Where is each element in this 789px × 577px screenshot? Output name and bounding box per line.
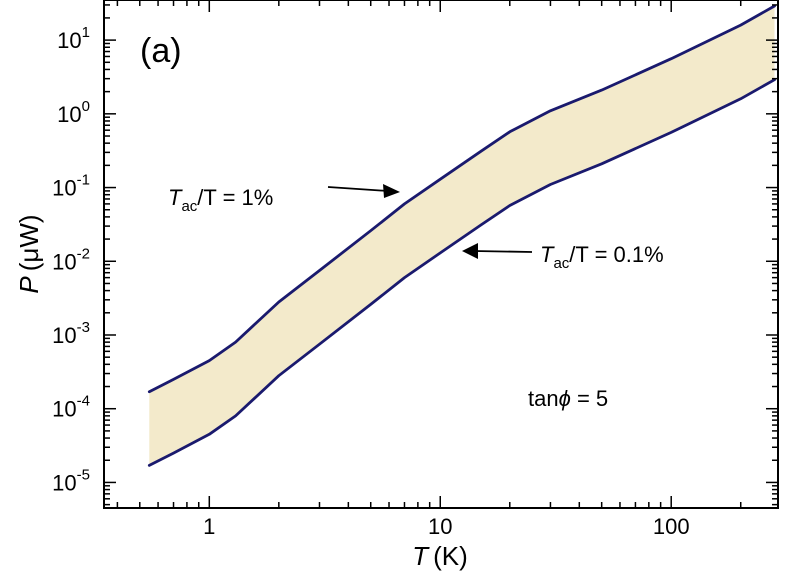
annotation-tan-phi: tanϕ = 5 xyxy=(528,386,608,411)
annotation-upper-sub: ac xyxy=(181,198,197,215)
y-tick-label: 10-1 xyxy=(52,172,90,201)
panel-label: (a) xyxy=(140,32,182,70)
annotation-upper-rest: /T = 1% xyxy=(197,185,273,210)
y-tick-label: 101 xyxy=(57,24,90,53)
band-fill-layer xyxy=(149,6,775,466)
x-tick-label: 100 xyxy=(653,514,690,539)
annotation-lower-rest: /T = 0.1% xyxy=(569,242,663,267)
y-tick-label: 10-4 xyxy=(52,393,90,422)
annotation-lower-curve: Tac/T = 0.1% xyxy=(540,242,664,272)
y-axis-unit: (μW) xyxy=(14,214,44,271)
annotation-tan-value: = 5 xyxy=(571,386,608,411)
x-axis-title: T (K) xyxy=(412,541,468,571)
y-tick-label: 10-2 xyxy=(52,245,90,274)
series-line-lower xyxy=(147,78,776,467)
x-tick-label: 10 xyxy=(428,514,452,539)
annotation-upper-main: T xyxy=(168,185,183,210)
annotation-phi-symbol: ϕ xyxy=(559,386,571,411)
x-tick-label: 1 xyxy=(203,514,215,539)
y-tick-label: 10-5 xyxy=(52,466,90,495)
y-axis-variable: P xyxy=(14,276,44,294)
arrow-to-upper-curve xyxy=(327,184,400,198)
y-tick-label: 10-3 xyxy=(52,319,90,348)
y-axis-title: P (μW) xyxy=(14,214,44,293)
y-tick-label: 100 xyxy=(57,98,90,127)
band-fill xyxy=(149,6,775,466)
annotation-lower-sub: ac xyxy=(553,255,569,272)
annotation-lower-main: T xyxy=(540,242,555,267)
x-axis-variable: T xyxy=(412,541,430,571)
series-lines-layer xyxy=(147,4,776,467)
annotation-upper-curve: Tac/T = 1% xyxy=(168,185,273,215)
x-axis-unit: (K) xyxy=(433,541,468,571)
annotation-tan-label: tan xyxy=(528,386,559,411)
arrow-to-lower-curve xyxy=(462,243,533,259)
series-line-upper xyxy=(147,4,776,394)
plot-frame xyxy=(103,0,779,509)
